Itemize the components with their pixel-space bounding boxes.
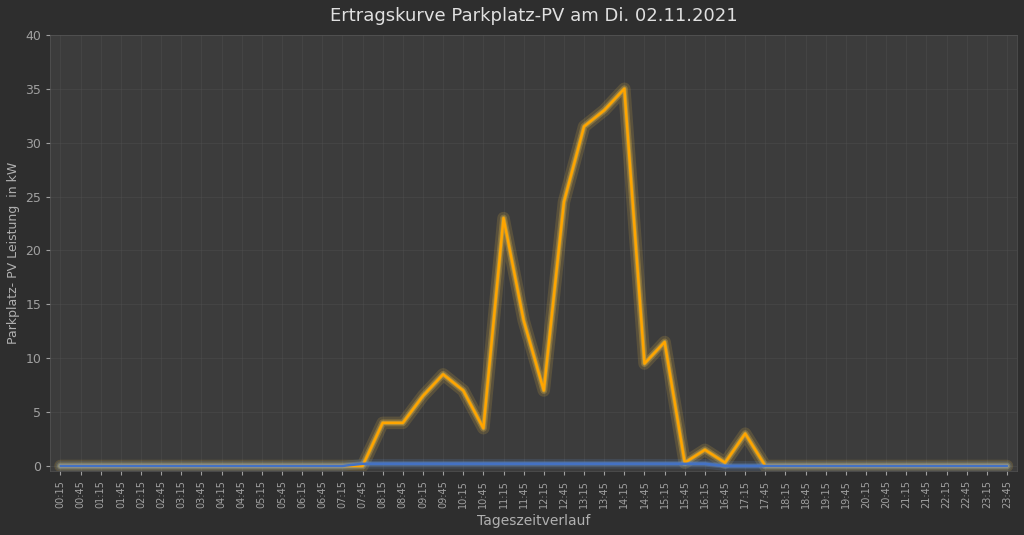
Y-axis label: Parkplatz- PV Leistung  in kW: Parkplatz- PV Leistung in kW [7, 162, 19, 344]
Title: Ertragskurve Parkplatz-PV am Di. 02.11.2021: Ertragskurve Parkplatz-PV am Di. 02.11.2… [330, 7, 737, 25]
X-axis label: Tageszeitverlauf: Tageszeitverlauf [477, 514, 591, 528]
